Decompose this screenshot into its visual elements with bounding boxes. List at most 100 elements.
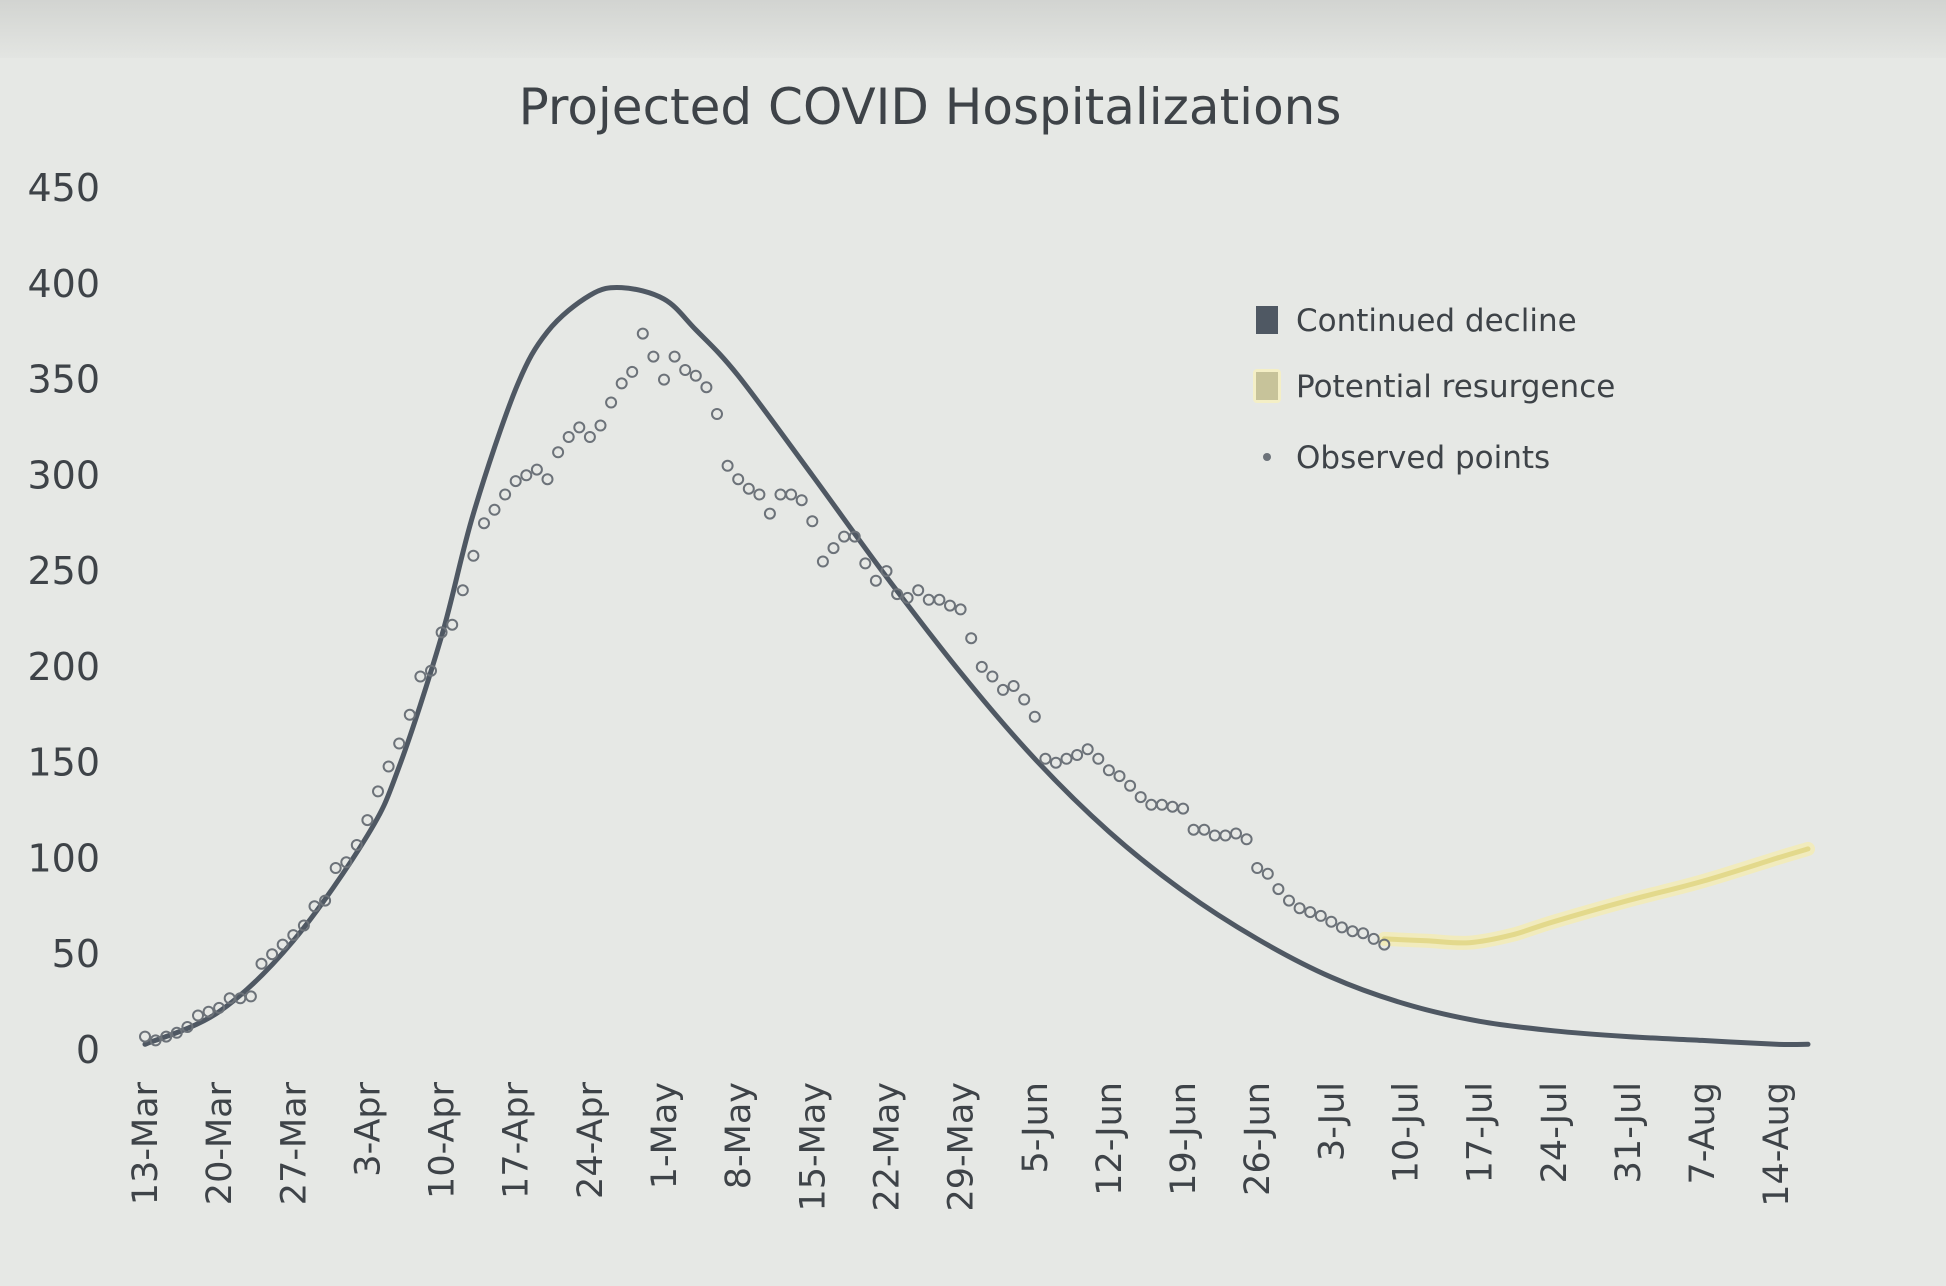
observed-point (319, 894, 332, 907)
observed-point (1092, 752, 1105, 765)
observed-point (456, 584, 469, 597)
observed-point (954, 603, 967, 616)
observed-point (425, 664, 437, 677)
observed-point (414, 670, 427, 683)
x-tick-label: 20-Mar (200, 1081, 240, 1205)
x-tick-label: 19-Jun (1164, 1082, 1204, 1196)
observed-point (297, 919, 310, 932)
observed-point (997, 683, 1009, 696)
observed-point (520, 469, 533, 482)
observed-point (986, 670, 999, 683)
observed-point (573, 421, 586, 434)
observed-point (192, 1009, 204, 1022)
y-tick-label: 300 (27, 453, 100, 497)
x-tick-label: 22-May (868, 1082, 908, 1212)
observed-point (1230, 827, 1242, 840)
y-tick-label: 400 (27, 262, 100, 306)
x-tick-label: 17-Jul (1461, 1082, 1501, 1183)
observed-point (266, 948, 279, 961)
observed-point (965, 632, 978, 645)
observed-point (329, 862, 342, 874)
observed-point (1081, 743, 1094, 756)
observed-point (763, 507, 776, 520)
observed-point (478, 517, 490, 530)
x-tick-label: 5-Jun (1016, 1082, 1056, 1174)
observed-point (1102, 764, 1115, 777)
x-tick-label: 27-Mar (274, 1081, 314, 1205)
observed-point (901, 591, 914, 604)
x-tick-label: 26-Jun (1238, 1082, 1278, 1196)
observed-point (668, 350, 681, 363)
observed-point (827, 542, 840, 555)
x-tick-label: 31-Jul (1609, 1082, 1649, 1183)
observed-point (647, 350, 660, 363)
observed-point (742, 482, 755, 495)
y-tick-label: 100 (27, 836, 100, 880)
observed-point (944, 599, 956, 612)
observed-point (382, 760, 395, 773)
observed-point (679, 364, 692, 376)
top-band (0, 0, 1946, 58)
y-tick-label: 350 (27, 358, 100, 402)
observed-point (213, 1001, 226, 1014)
x-tick-label: 7-Aug (1683, 1082, 1723, 1184)
x-tick-label: 3-Apr (348, 1081, 388, 1176)
observed-point (732, 473, 745, 486)
potential-resurgence-glow (1377, 841, 1815, 950)
observed-point (467, 549, 480, 562)
observed-point (1251, 862, 1264, 874)
observed-point (1145, 798, 1158, 811)
observed-point (626, 365, 639, 378)
observed-point (139, 1030, 151, 1043)
y-axis-ticks: 0 50 100 150 200 250 300 350 400 450 (27, 166, 100, 1072)
observed-point (583, 431, 596, 443)
legend: Continued decline Potential resurgence Obs… (1253, 303, 1615, 476)
observed-point (244, 990, 257, 1003)
legend-swatch-potential-resurgence (1256, 372, 1278, 400)
observed-point (700, 381, 713, 394)
x-tick-label: 10-Jul (1387, 1082, 1427, 1183)
observed-point (922, 593, 935, 606)
observed-point (594, 419, 607, 432)
observed-point (658, 373, 670, 386)
observed-point (1261, 867, 1274, 880)
observed-point (859, 557, 872, 570)
plot-area (139, 284, 1815, 1048)
observed-point (488, 503, 501, 516)
observed-point (1304, 906, 1317, 919)
observed-point (1367, 932, 1380, 945)
observed-point (287, 929, 300, 942)
observed-point (1198, 823, 1211, 836)
observed-point (541, 473, 554, 486)
observed-point (276, 938, 289, 951)
x-tick-label: 13-Mar (126, 1081, 166, 1205)
observed-point (869, 574, 882, 587)
observed-point (838, 530, 851, 543)
x-tick-label: 17-Apr (497, 1081, 537, 1199)
observed-point (1335, 921, 1348, 934)
observed-point (711, 408, 723, 420)
x-tick-label: 24-Apr (571, 1081, 611, 1199)
observed-point (1325, 915, 1338, 928)
x-tick-label: 12-Jun (1090, 1082, 1130, 1196)
legend-label-potential-resurgence: Potential resurgence (1296, 369, 1615, 405)
y-tick-label: 250 (27, 549, 100, 593)
y-tick-label: 50 (52, 932, 100, 976)
observed-point (1272, 883, 1285, 896)
observed-point (1357, 927, 1370, 940)
observed-point (891, 588, 904, 601)
observed-point (1134, 791, 1147, 804)
observed-point (806, 515, 819, 528)
observed-point (636, 327, 649, 340)
observed-point (975, 660, 988, 673)
observed-point (393, 737, 406, 750)
observed-point (149, 1034, 162, 1047)
observed-point (1219, 829, 1232, 842)
chart-title: Projected COVID Hospitalizations (519, 78, 1342, 136)
observed-point (435, 626, 448, 639)
observed-point (372, 785, 384, 798)
observed-point (753, 488, 766, 501)
observed-point (1060, 752, 1073, 765)
observed-point (509, 475, 522, 488)
potential-resurgence-line (1381, 846, 1811, 946)
